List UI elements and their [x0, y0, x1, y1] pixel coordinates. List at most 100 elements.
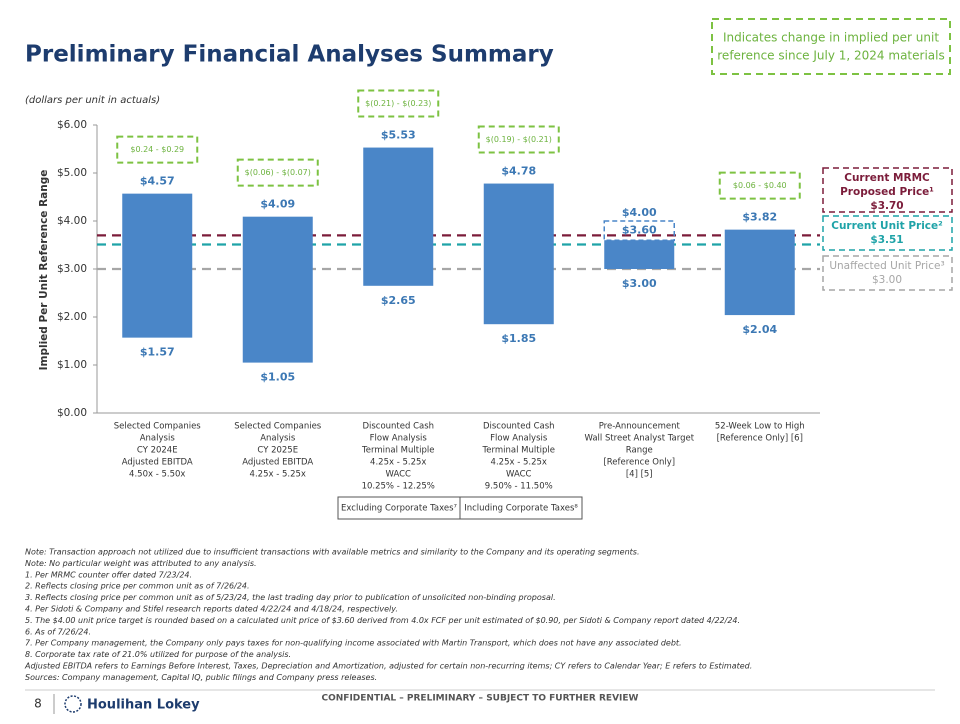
change-box	[236, 158, 319, 187]
footnote: 7. Per Company management, the Company o…	[25, 639, 682, 648]
bracket-label: Including Corporate Taxes⁸	[464, 504, 578, 514]
bracket-label: Excluding Corporate Taxes⁷	[341, 504, 458, 514]
change-box	[477, 125, 560, 154]
x-tick-label: 10.25% - 12.25%	[362, 482, 435, 492]
footnote: Note: No particular weight was attribute…	[25, 559, 257, 568]
bar-high-label: $4.57	[140, 175, 175, 188]
footnote: 8. Corporate tax rate of 21.0% utilized …	[25, 650, 291, 659]
logo-mark	[64, 695, 82, 713]
footnote: 6. As of 7/26/24.	[25, 627, 91, 636]
bar	[242, 216, 313, 363]
subtitle: (dollars per unit in actuals)	[25, 95, 160, 106]
reference-value: $3.00	[872, 274, 902, 286]
y-tick-label: $5.00	[57, 167, 87, 179]
x-tick-label: Flow Analysis	[370, 434, 428, 444]
bar-high-label: $3.82	[742, 211, 777, 224]
y-axis-label: Implied Per Unit Reference Range	[38, 170, 50, 371]
change-label: $0.24 - $0.29	[130, 145, 184, 154]
change-box	[357, 89, 440, 118]
bar-high-label: $4.78	[501, 165, 536, 178]
footnote: Adjusted EBITDA refers to Earnings Befor…	[24, 662, 752, 671]
x-tick-label: Wall Street Analyst Target	[584, 434, 694, 444]
reference-box	[822, 255, 953, 291]
x-tick-label: Discounted Cash	[483, 422, 555, 432]
bar-high-label: $4.09	[260, 198, 295, 211]
bar	[122, 193, 193, 338]
x-tick-label: Terminal Multiple	[482, 446, 555, 456]
y-tick-label: $0.00	[57, 407, 87, 419]
x-tick-label: [4] [5]	[626, 470, 653, 480]
bar	[483, 183, 554, 325]
reference-value: $3.51	[870, 234, 903, 246]
x-tick-label: 52-Week Low to High	[715, 422, 805, 432]
change-label: $0.06 - $0.40	[733, 181, 787, 190]
change-label: $(0.06) - $(0.07)	[245, 168, 311, 177]
x-tick-label: Selected Companies	[234, 422, 322, 432]
y-tick-label: $3.00	[57, 263, 87, 275]
change-label: $(0.19) - $(0.21)	[486, 135, 552, 144]
x-tick-label: CY 2024E	[137, 446, 178, 456]
x-tick-label: [Reference Only]	[603, 458, 675, 468]
footnote: 1. Per MRMC counter offer dated 7/23/24.	[25, 570, 192, 579]
legend-text: reference since July 1, 2024 materials	[717, 49, 944, 63]
x-tick-label: Analysis	[260, 434, 296, 444]
x-tick-label: Pre-Announcement	[599, 422, 681, 432]
x-tick-label: Terminal Multiple	[361, 446, 434, 456]
reference-name: Proposed Price¹	[840, 186, 934, 198]
x-tick-label: 9.50% - 11.50%	[485, 482, 553, 492]
reference-value: $3.70	[870, 200, 903, 212]
reference-box	[822, 167, 953, 213]
x-tick-label: Flow Analysis	[490, 434, 548, 444]
x-tick-label: Range	[626, 446, 653, 456]
legend-text: Indicates change in implied per unit	[723, 31, 939, 45]
prior-range	[603, 220, 675, 241]
change-box	[116, 135, 199, 164]
reference-box	[822, 215, 953, 251]
x-tick-label: 4.25x - 5.25x	[491, 458, 547, 468]
bar-high-label: $3.60	[622, 224, 657, 237]
y-tick-label: $1.00	[57, 359, 87, 371]
x-tick-label: Adjusted EBITDA	[122, 458, 193, 468]
x-tick-label: WACC	[386, 470, 412, 480]
x-tick-label: [Reference Only] [6]	[717, 434, 803, 444]
footnote: 2. Reflects closing price per common uni…	[25, 582, 250, 591]
page-number: 8	[34, 697, 42, 711]
bar	[604, 240, 675, 269]
reference-name: Current MRMC	[844, 172, 930, 184]
x-tick-label: 4.50x - 5.50x	[129, 470, 185, 480]
x-tick-label: Discounted Cash	[362, 422, 434, 432]
footnote: 3. Reflects closing price per common uni…	[25, 593, 556, 602]
x-tick-label: WACC	[506, 470, 532, 480]
bar-low-label: $2.04	[742, 323, 777, 336]
footnote: 5. The $4.00 unit price target is rounde…	[25, 616, 740, 625]
y-tick-label: $4.00	[57, 215, 87, 227]
bar-low-label: $1.05	[260, 371, 295, 384]
footnote: Sources: Company management, Capital IQ,…	[25, 673, 377, 682]
bar-low-label: $1.57	[140, 346, 175, 359]
bar	[363, 147, 434, 286]
confidential: CONFIDENTIAL – PRELIMINARY – SUBJECT TO …	[322, 694, 639, 704]
x-tick-label: 4.25x - 5.25x	[370, 458, 426, 468]
footnote: 4. Per Sidoti & Company and Stifel resea…	[25, 605, 398, 614]
bracket-box	[459, 496, 583, 520]
y-tick-label: $6.00	[57, 119, 87, 131]
x-tick-label: Adjusted EBITDA	[242, 458, 313, 468]
reference-name: Current Unit Price²	[831, 220, 943, 232]
bar	[724, 229, 795, 316]
x-tick-label: 4.25x - 5.25x	[250, 470, 306, 480]
bar-low-label: $3.00	[622, 277, 657, 290]
bar-low-label: $2.65	[381, 294, 416, 307]
brand: Houlihan Lokey	[87, 698, 200, 713]
bar-high-label: $5.53	[381, 129, 416, 142]
change-label: $(0.21) - $(0.23)	[365, 99, 431, 108]
x-tick-label: CY 2025E	[257, 446, 298, 456]
prior-high-label: $4.00	[622, 206, 657, 219]
x-tick-label: Selected Companies	[114, 422, 202, 432]
bar-low-label: $1.85	[501, 332, 536, 345]
legend-box	[711, 18, 951, 75]
footnote: Note: Transaction approach not utilized …	[25, 548, 640, 557]
x-tick-label: Analysis	[140, 434, 176, 444]
change-box	[718, 171, 801, 200]
